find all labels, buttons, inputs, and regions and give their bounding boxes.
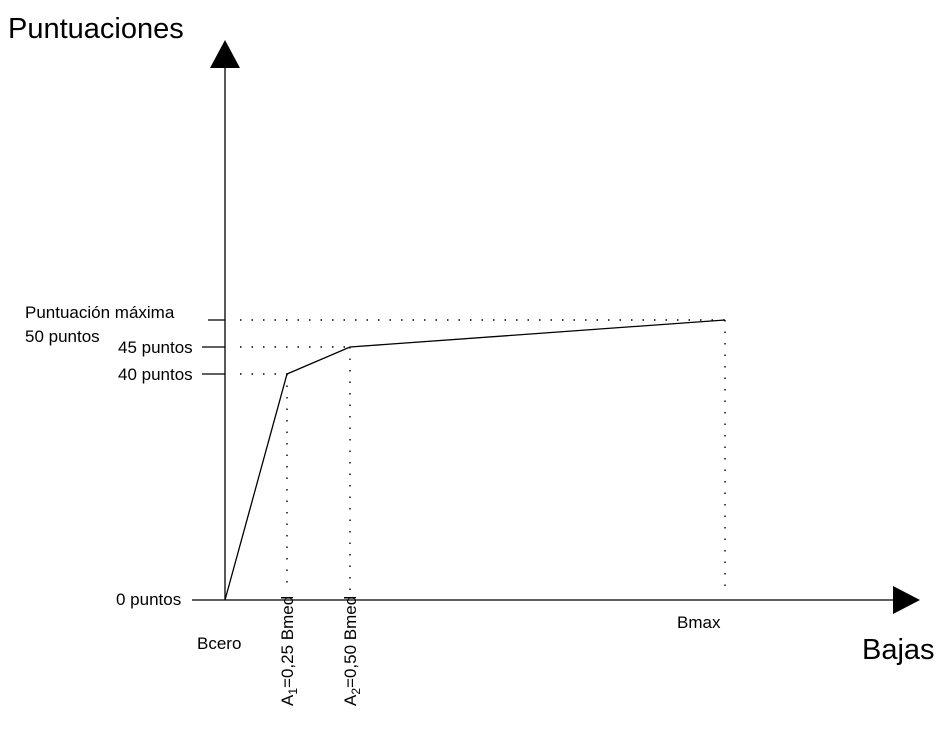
y-label-max-line2: 50 puntos (25, 327, 100, 346)
score-curve (224, 319, 726, 601)
y-label-45: 45 puntos (118, 338, 193, 357)
x-label-bmax: Bmax (677, 613, 721, 632)
x-label-a1-text: =0,25 Bmed (278, 596, 297, 688)
x-label-a1-subscript: 1 (286, 688, 300, 695)
x-axis-title: Bajas (862, 634, 935, 666)
x-label-a2-text: =0,50 Bmed (341, 596, 360, 688)
x-label-bcero: Bcero (197, 634, 241, 653)
y-label-max-line1: Puntuación máxima (25, 303, 175, 322)
x-axis-arrowhead (893, 586, 920, 614)
x-label-a2-subscript: 2 (349, 688, 363, 695)
y-axis-title: Puntuaciones (8, 13, 184, 45)
y-label-40: 40 puntos (118, 365, 193, 384)
x-label-a1: A1=0,25 Bmed (278, 596, 300, 706)
y-label-zero: 0 puntos (116, 590, 181, 609)
x-label-a2: A2=0,50 Bmed (341, 596, 363, 706)
y-axis-arrowhead (210, 40, 240, 68)
